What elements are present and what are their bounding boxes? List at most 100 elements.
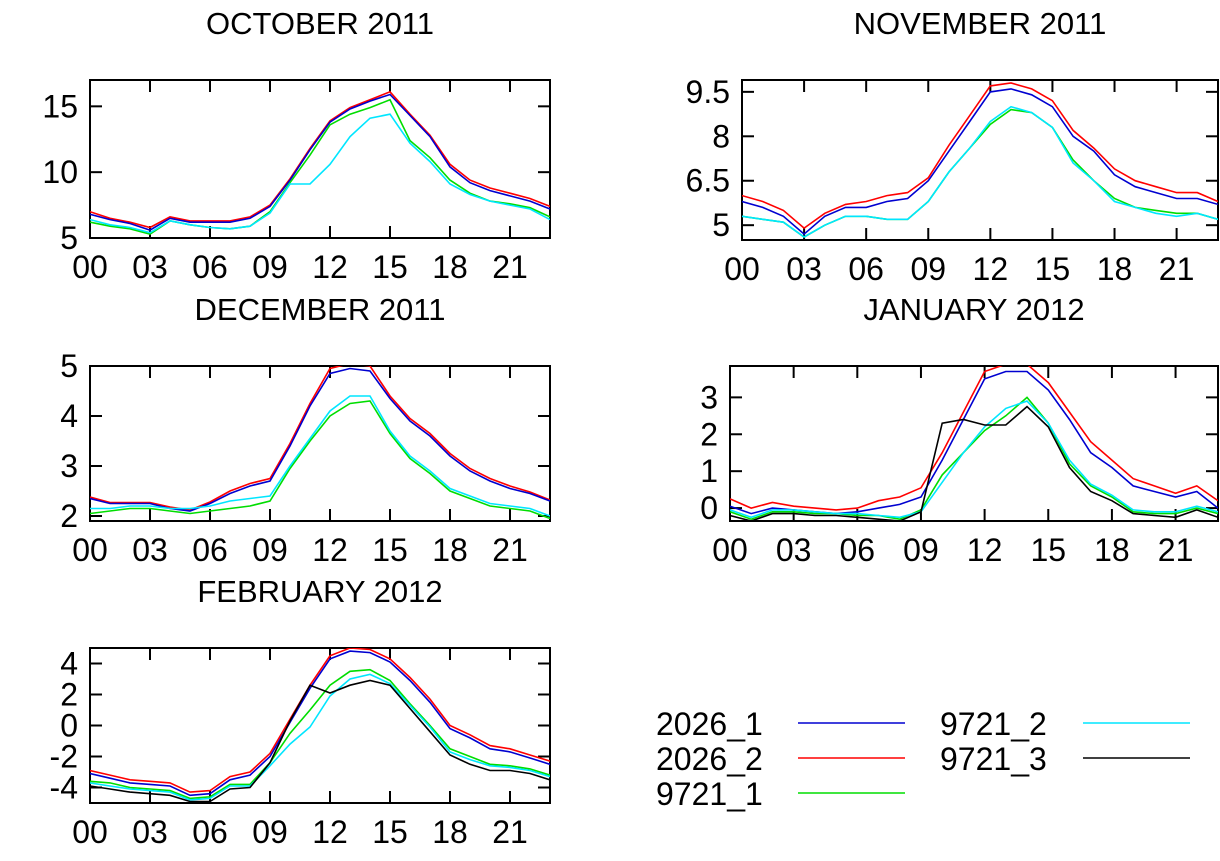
x-tick-label: 12 xyxy=(312,532,348,568)
series-line-9721-1 xyxy=(730,396,1218,521)
y-tick-label: 15 xyxy=(42,88,78,124)
series-line-9721-2 xyxy=(90,113,550,234)
x-tick-label: 00 xyxy=(72,532,108,568)
x-tick-label: 18 xyxy=(1097,251,1133,287)
y-tick-label: 3 xyxy=(60,448,78,484)
chart-title: JANUARY 2012 xyxy=(863,292,1084,327)
series-line-2026-2 xyxy=(90,366,550,511)
x-tick-label: 06 xyxy=(848,251,884,287)
x-tick-label: 12 xyxy=(312,814,348,850)
series-line-9721-2 xyxy=(90,673,550,801)
series-line-9721-3 xyxy=(90,679,550,803)
x-tick-label: 15 xyxy=(372,249,408,285)
x-tick-label: 03 xyxy=(776,532,812,568)
x-tick-label: 06 xyxy=(192,249,228,285)
x-tick-label: 09 xyxy=(903,532,939,568)
series-line-2026-1 xyxy=(90,93,550,231)
y-tick-label: 5 xyxy=(60,220,78,256)
y-tick-label: 0 xyxy=(700,490,718,526)
x-tick-label: 21 xyxy=(492,814,528,850)
x-tick-label: 00 xyxy=(724,251,760,287)
y-tick-label: 0 xyxy=(60,708,78,744)
series-line-2026-2 xyxy=(730,366,1218,511)
y-tick-label: -4 xyxy=(50,770,78,806)
x-tick-label: 18 xyxy=(432,532,468,568)
y-tick-label: 2 xyxy=(700,416,718,452)
x-tick-label: 09 xyxy=(910,251,946,287)
series-line-9721-2 xyxy=(742,105,1218,238)
x-tick-label: 00 xyxy=(72,814,108,850)
y-tick-label: 5 xyxy=(712,207,730,243)
series-line-2026-1 xyxy=(90,367,550,512)
y-tick-label: 2 xyxy=(60,677,78,713)
legend-label: 2026_1 xyxy=(656,706,763,742)
plot-frame xyxy=(89,365,551,522)
x-tick-label: 21 xyxy=(492,532,528,568)
series-line-9721-2 xyxy=(90,395,550,517)
x-tick-label: 00 xyxy=(712,532,748,568)
series-line-9721-1 xyxy=(90,400,550,520)
plot-frame xyxy=(89,79,551,239)
y-tick-label: 3 xyxy=(700,379,718,415)
x-tick-label: 03 xyxy=(132,249,168,285)
x-tick-label: 21 xyxy=(1159,251,1195,287)
x-tick-label: 15 xyxy=(1035,251,1071,287)
y-tick-label: 2 xyxy=(60,498,78,534)
y-tick-label: 10 xyxy=(42,154,78,190)
x-tick-label: 06 xyxy=(192,532,228,568)
y-tick-label: 4 xyxy=(60,646,78,682)
chart-title: DECEMBER 2011 xyxy=(195,292,446,327)
series-line-2026-2 xyxy=(90,648,550,793)
chart-panel-1: NOVEMBER 2011 00 03 06 09 12 15 18 21 5 6.5 8 9.5 xyxy=(686,6,1219,287)
x-tick-label: 09 xyxy=(252,249,288,285)
chart-panel-0: OCTOBER 2011 00 03 06 09 12 15 18 21 5 10 15 xyxy=(42,6,551,285)
x-tick-label: 21 xyxy=(492,249,528,285)
chart-title: FEBRUARY 2012 xyxy=(197,574,442,609)
plot-frame xyxy=(729,365,1219,522)
x-tick-label: 09 xyxy=(252,532,288,568)
y-tick-label: 8 xyxy=(712,118,730,154)
x-tick-label: 03 xyxy=(132,814,168,850)
y-tick-label: 1 xyxy=(700,453,718,489)
legend-label: 2026_2 xyxy=(656,741,763,777)
series-line-9721-1 xyxy=(90,668,550,800)
x-tick-label: 03 xyxy=(786,251,822,287)
legend-label: 9721_1 xyxy=(656,776,763,812)
plot-frame xyxy=(741,79,1219,241)
chart-title: NOVEMBER 2011 xyxy=(854,6,1107,41)
y-tick-label: 9.5 xyxy=(686,74,730,110)
x-tick-label: 06 xyxy=(192,814,228,850)
x-tick-label: 12 xyxy=(312,249,348,285)
x-tick-label: 15 xyxy=(372,814,408,850)
x-tick-label: 09 xyxy=(252,814,288,850)
chart-panel-2: DECEMBER 2011 00 03 06 09 12 15 18 21 2 3 4 5 xyxy=(60,292,551,568)
series-line-2026-1 xyxy=(90,650,550,797)
series-line-9721-3 xyxy=(730,405,1218,521)
series-line-2026-2 xyxy=(742,82,1218,230)
y-tick-label: 6.5 xyxy=(686,163,730,199)
series-line-9721-1 xyxy=(90,98,550,235)
x-tick-label: 18 xyxy=(432,249,468,285)
y-tick-label: -2 xyxy=(50,739,78,775)
x-tick-label: 03 xyxy=(132,532,168,568)
legend-label: 9721_3 xyxy=(940,741,1047,777)
series-line-2026-2 xyxy=(90,90,550,229)
x-tick-label: 00 xyxy=(72,249,108,285)
x-tick-label: 06 xyxy=(840,532,876,568)
series-line-9721-1 xyxy=(742,108,1218,238)
x-tick-label: 15 xyxy=(372,532,408,568)
x-tick-label: 12 xyxy=(973,251,1009,287)
y-tick-label: 4 xyxy=(60,398,78,434)
y-tick-label: 5 xyxy=(60,348,78,384)
legend-label: 9721_2 xyxy=(940,706,1047,742)
series-line-2026-1 xyxy=(742,88,1218,236)
x-tick-label: 18 xyxy=(1094,532,1130,568)
x-tick-label: 18 xyxy=(432,814,468,850)
series-line-9721-2 xyxy=(730,400,1218,519)
x-tick-label: 12 xyxy=(967,532,1003,568)
chart-title: OCTOBER 2011 xyxy=(206,6,434,41)
